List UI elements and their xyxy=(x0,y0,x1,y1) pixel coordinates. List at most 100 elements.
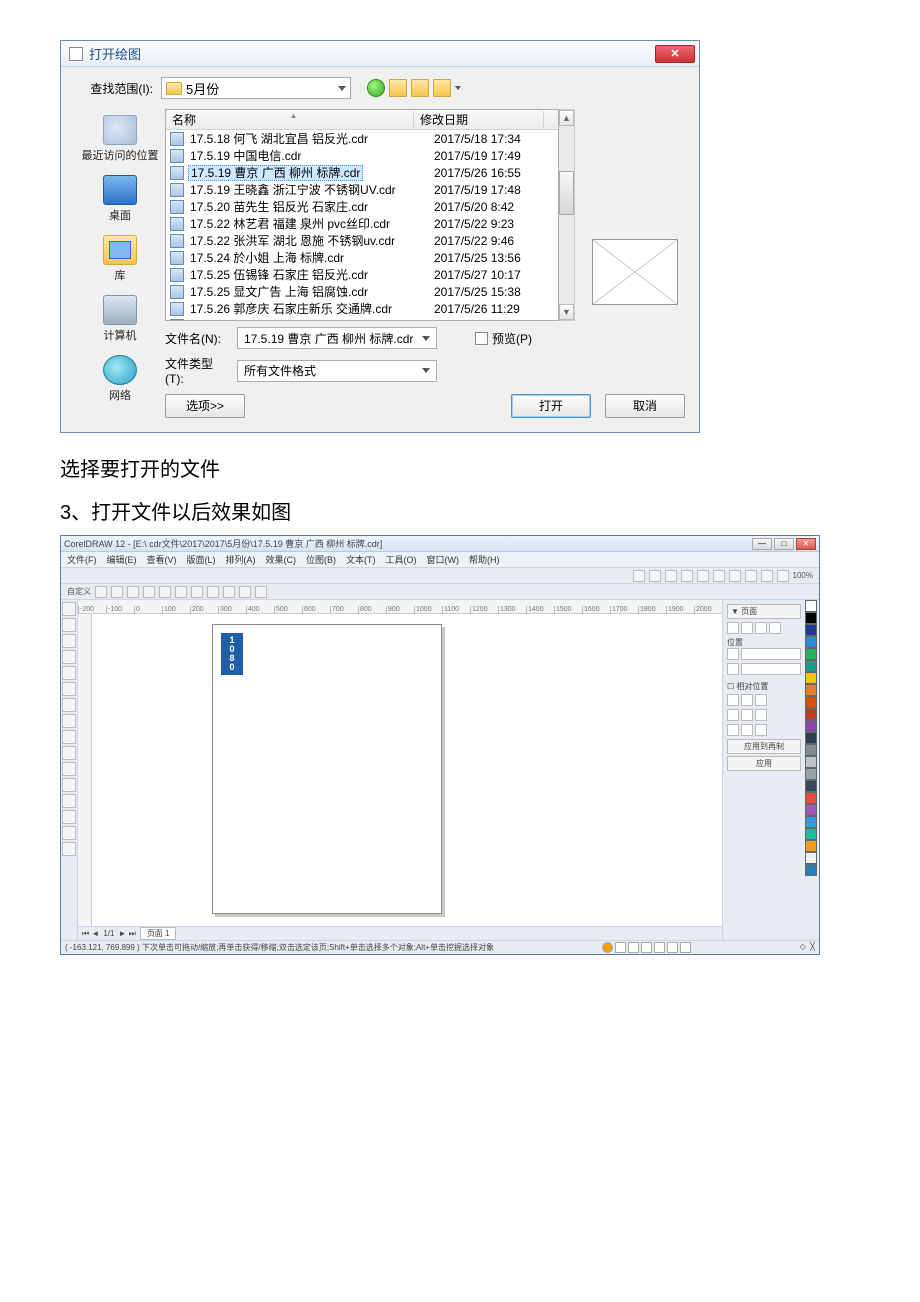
file-row[interactable]: 17.5.26 郭彦庆 石家庄新乐 交通牌.cdr2017/5/26 11:29 xyxy=(166,300,558,317)
page-object[interactable]: 1080 xyxy=(221,633,243,675)
toolbar-icon[interactable] xyxy=(207,586,219,598)
color-swatch[interactable] xyxy=(805,864,817,876)
color-swatch[interactable] xyxy=(805,828,817,840)
anchor-icon[interactable] xyxy=(727,709,739,721)
tray-icon[interactable] xyxy=(615,942,626,953)
toolbar-icon[interactable] xyxy=(255,586,267,598)
tool-button[interactable] xyxy=(62,762,76,776)
menu-item[interactable]: 窗口(W) xyxy=(427,555,460,565)
color-swatch[interactable] xyxy=(805,720,817,732)
close-button[interactable]: ✕ xyxy=(655,45,695,63)
maximize-button[interactable]: □ xyxy=(774,538,794,550)
file-row[interactable]: 17.5.19 曹京 广西 柳州 标牌.cdr2017/5/26 16:55 xyxy=(166,164,558,181)
menu-bar[interactable]: 文件(F)编辑(E)查看(V)版面(L)排列(A)效果(C)位图(B)文本(T)… xyxy=(61,552,819,568)
input-x[interactable] xyxy=(727,648,739,660)
color-swatch[interactable] xyxy=(805,744,817,756)
filetype-combo[interactable]: 所有文件格式 xyxy=(237,360,437,382)
place-recent[interactable]: 最近访问的位置 xyxy=(82,115,159,163)
page-tab[interactable]: 页面 1 xyxy=(140,927,177,940)
filename-combo[interactable]: 17.5.19 曹京 广西 柳州 标牌.cdr xyxy=(237,327,437,349)
docker-icon[interactable] xyxy=(727,622,739,634)
zoom-value[interactable]: 100% xyxy=(793,571,813,580)
cdr-titlebar[interactable]: CorelDRAW 12 - [E:\ cdr文件\2017\2017\5月份\… xyxy=(61,536,819,552)
column-date[interactable]: 修改日期 xyxy=(414,111,544,128)
tool-button[interactable] xyxy=(62,666,76,680)
scroll-up-icon[interactable]: ▲ xyxy=(559,110,574,126)
color-swatch[interactable] xyxy=(805,768,817,780)
input-field[interactable] xyxy=(741,648,801,660)
menu-item[interactable]: 编辑(E) xyxy=(107,555,137,565)
new-folder-icon[interactable] xyxy=(411,79,429,97)
anchor-icon[interactable] xyxy=(755,694,767,706)
place-computer[interactable]: 计算机 xyxy=(103,295,137,343)
tray-icon[interactable] xyxy=(628,942,639,953)
color-swatch[interactable] xyxy=(805,792,817,804)
tray-icon[interactable] xyxy=(602,942,613,953)
checkbox-box[interactable] xyxy=(475,332,488,345)
menu-item[interactable]: 查看(V) xyxy=(147,555,177,565)
color-swatch[interactable] xyxy=(805,756,817,768)
color-swatch[interactable] xyxy=(805,696,817,708)
color-swatch[interactable] xyxy=(805,636,817,648)
tool-button[interactable] xyxy=(62,778,76,792)
toolbar-icon[interactable] xyxy=(665,570,677,582)
vertical-scrollbar[interactable]: ▲ ▼ xyxy=(559,109,575,321)
anchor-icon[interactable] xyxy=(741,709,753,721)
page-tabs[interactable]: ⏮ ◄ 1/1 ► ⏭ 页面 1 xyxy=(78,926,722,940)
toolbar-icon[interactable] xyxy=(111,586,123,598)
tool-button[interactable] xyxy=(62,746,76,760)
color-swatch[interactable] xyxy=(805,816,817,828)
apply-duplicate-button[interactable]: 应用到再制 xyxy=(727,739,801,754)
toolbar-icon[interactable] xyxy=(713,570,725,582)
toolbar-icon[interactable] xyxy=(777,570,789,582)
up-folder-icon[interactable] xyxy=(389,79,407,97)
color-swatch[interactable] xyxy=(805,840,817,852)
tray-icon[interactable] xyxy=(667,942,678,953)
file-row[interactable]: 17.5.22 张洪军 湖北 恩施 不锈钢uv.cdr2017/5/22 9:4… xyxy=(166,232,558,249)
minimize-button[interactable]: — xyxy=(752,538,772,550)
toolbar-icon[interactable] xyxy=(95,586,107,598)
file-row[interactable]: 17.5.19 王晓鑫 浙江宁波 不锈钢UV.cdr2017/5/19 17:4… xyxy=(166,181,558,198)
docker-icon[interactable] xyxy=(741,622,753,634)
color-swatch[interactable] xyxy=(805,600,817,612)
scroll-down-icon[interactable]: ▼ xyxy=(559,304,574,320)
toolbar-icon[interactable] xyxy=(239,586,251,598)
file-row[interactable]: 17.5.19 中国电信.cdr2017/5/19 17:49 xyxy=(166,147,558,164)
tool-button[interactable] xyxy=(62,618,76,632)
tool-button[interactable] xyxy=(62,698,76,712)
options-button[interactable]: 选项>> xyxy=(165,394,245,418)
toolbar-icon[interactable] xyxy=(159,586,171,598)
cancel-button[interactable]: 取消 xyxy=(605,394,685,418)
color-swatch[interactable] xyxy=(805,672,817,684)
scroll-track[interactable] xyxy=(559,126,574,304)
place-library[interactable]: 库 xyxy=(103,235,137,283)
tray-icon[interactable] xyxy=(641,942,652,953)
docker-icon[interactable] xyxy=(755,622,767,634)
toolbar-icon[interactable] xyxy=(649,570,661,582)
page-nav[interactable]: ⏮ ◄ xyxy=(82,929,99,939)
menu-item[interactable]: 效果(C) xyxy=(266,555,297,565)
file-row[interactable]: 17.5.25 伍锡锋 石家庄 铝反光.cdr2017/5/27 10:17 xyxy=(166,266,558,283)
tray-icon[interactable] xyxy=(680,942,691,953)
color-swatch[interactable] xyxy=(805,660,817,672)
color-swatch[interactable] xyxy=(805,852,817,864)
file-row[interactable]: 17.5.25 显文广告 上海 铝腐蚀.cdr2017/5/25 15:38 xyxy=(166,283,558,300)
color-swatch[interactable] xyxy=(805,624,817,636)
tool-button[interactable] xyxy=(62,810,76,824)
color-swatch[interactable] xyxy=(805,804,817,816)
toolbar-icon[interactable] xyxy=(697,570,709,582)
color-swatch[interactable] xyxy=(805,708,817,720)
chevron-down-icon[interactable] xyxy=(455,86,461,90)
anchor-icon[interactable] xyxy=(741,724,753,736)
toolbar-icon[interactable] xyxy=(127,586,139,598)
tool-button[interactable] xyxy=(62,650,76,664)
toolbar-icon[interactable] xyxy=(175,586,187,598)
open-button[interactable]: 打开 xyxy=(511,394,591,418)
place-network[interactable]: 网络 xyxy=(103,355,137,403)
anchor-icon[interactable] xyxy=(741,694,753,706)
menu-item[interactable]: 排列(A) xyxy=(226,555,256,565)
toolbar-icon[interactable] xyxy=(745,570,757,582)
menu-item[interactable]: 文件(F) xyxy=(67,555,97,565)
color-swatch[interactable] xyxy=(805,732,817,744)
close-button[interactable]: ✕ xyxy=(796,538,816,550)
